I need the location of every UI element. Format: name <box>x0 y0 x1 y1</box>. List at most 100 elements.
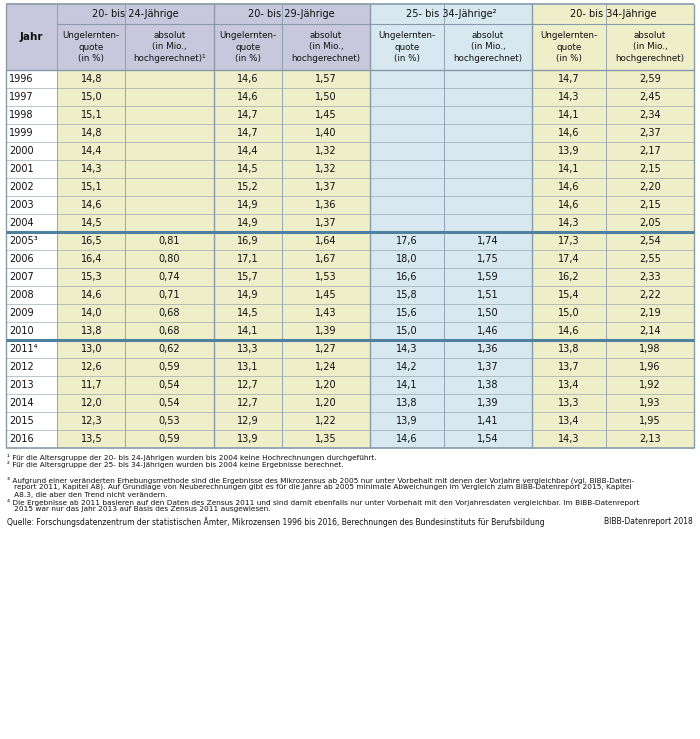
Text: 1,51: 1,51 <box>477 290 498 300</box>
Bar <box>282 340 370 358</box>
Text: 1,20: 1,20 <box>315 398 337 408</box>
Text: 2,59: 2,59 <box>639 74 661 84</box>
Bar <box>214 232 282 250</box>
Text: ² Für die Altersgruppe der 25- bis 34-Jährigen wurden bis 2004 keine Ergebnisse : ² Für die Altersgruppe der 25- bis 34-Jä… <box>7 461 344 469</box>
Text: 13,9: 13,9 <box>396 416 418 426</box>
Bar <box>282 250 370 268</box>
Bar <box>6 4 57 70</box>
Bar <box>532 106 606 124</box>
Bar <box>444 24 532 70</box>
Text: 15,0: 15,0 <box>396 326 418 336</box>
Bar <box>532 358 606 376</box>
Bar <box>444 412 532 430</box>
Bar <box>606 196 694 214</box>
Bar <box>6 196 57 214</box>
Bar <box>214 340 282 358</box>
Bar <box>444 142 532 160</box>
Bar <box>606 286 694 304</box>
Bar <box>370 24 444 70</box>
Text: 13,8: 13,8 <box>396 398 418 408</box>
Bar <box>370 412 444 430</box>
Bar <box>370 70 444 88</box>
Text: 2001: 2001 <box>9 164 34 174</box>
Bar <box>282 178 370 196</box>
Text: 2,14: 2,14 <box>639 326 661 336</box>
Bar <box>444 394 532 412</box>
Bar <box>125 178 214 196</box>
Bar <box>57 88 125 106</box>
Bar <box>125 250 214 268</box>
Text: 13,0: 13,0 <box>80 344 102 354</box>
Text: ³ Aufgrund einer veränderten Erhebungsmethode sind die Ergebnisse des Mikrozensu: ³ Aufgrund einer veränderten Erhebungsme… <box>7 477 634 484</box>
Bar <box>6 70 57 88</box>
Text: 14,6: 14,6 <box>558 200 580 210</box>
Bar <box>214 88 282 106</box>
Bar <box>606 88 694 106</box>
Bar <box>532 232 606 250</box>
Text: 14,6: 14,6 <box>558 182 580 192</box>
Text: 2012: 2012 <box>9 362 34 372</box>
Bar <box>214 376 282 394</box>
Text: 1,75: 1,75 <box>477 254 499 264</box>
Text: 0,54: 0,54 <box>159 398 181 408</box>
Text: 2011⁴: 2011⁴ <box>9 344 38 354</box>
Bar <box>606 232 694 250</box>
Bar <box>214 4 370 24</box>
Text: 1997: 1997 <box>9 92 34 102</box>
Bar <box>57 250 125 268</box>
Text: 14,5: 14,5 <box>237 164 258 174</box>
Text: 14,4: 14,4 <box>80 146 102 156</box>
Text: 14,1: 14,1 <box>396 380 418 390</box>
Bar <box>444 160 532 178</box>
Text: 14,6: 14,6 <box>80 290 102 300</box>
Bar <box>444 376 532 394</box>
Text: 14,6: 14,6 <box>237 74 258 84</box>
Text: 1999: 1999 <box>9 128 34 138</box>
Text: 20- bis 24-Jährige: 20- bis 24-Jährige <box>92 9 178 19</box>
Bar <box>57 286 125 304</box>
Bar <box>444 286 532 304</box>
Text: 2006: 2006 <box>9 254 34 264</box>
Bar <box>370 268 444 286</box>
Text: 1,37: 1,37 <box>477 362 498 372</box>
Text: 14,9: 14,9 <box>237 218 258 228</box>
Bar <box>125 376 214 394</box>
Text: 15,0: 15,0 <box>558 308 580 318</box>
Text: 0,71: 0,71 <box>159 290 181 300</box>
Bar <box>370 106 444 124</box>
Bar <box>125 430 214 448</box>
Text: 1,50: 1,50 <box>315 92 337 102</box>
Text: 2009: 2009 <box>9 308 34 318</box>
Text: Ungelernten-
quote
(in %): Ungelernten- quote (in %) <box>378 31 435 63</box>
Text: absolut
(in Mio.,
hochgerechnet): absolut (in Mio., hochgerechnet) <box>615 31 685 63</box>
Text: Quelle: Forschungsdatenzentrum der statistischen Ämter, Mikrozensen 1996 bis 201: Quelle: Forschungsdatenzentrum der stati… <box>7 517 545 527</box>
Bar <box>606 124 694 142</box>
Bar <box>214 178 282 196</box>
Bar <box>282 394 370 412</box>
Bar <box>370 376 444 394</box>
Bar <box>214 394 282 412</box>
Text: 1,46: 1,46 <box>477 326 498 336</box>
Text: 1,95: 1,95 <box>639 416 661 426</box>
Bar <box>57 4 214 24</box>
Text: 14,1: 14,1 <box>237 326 258 336</box>
Bar <box>370 340 444 358</box>
Text: 13,5: 13,5 <box>80 434 102 444</box>
Text: 20- bis 29-Jährige: 20- bis 29-Jährige <box>248 9 335 19</box>
Bar <box>125 232 214 250</box>
Text: 0,53: 0,53 <box>159 416 181 426</box>
Bar <box>532 142 606 160</box>
Bar <box>532 160 606 178</box>
Bar <box>125 196 214 214</box>
Bar <box>57 232 125 250</box>
Bar <box>125 268 214 286</box>
Bar <box>125 88 214 106</box>
Text: 1,93: 1,93 <box>639 398 661 408</box>
Text: 14,3: 14,3 <box>396 344 418 354</box>
Text: 0,59: 0,59 <box>159 362 181 372</box>
Bar <box>6 412 57 430</box>
Bar <box>606 394 694 412</box>
Bar <box>370 394 444 412</box>
Text: Ungelernten-
quote
(in %): Ungelernten- quote (in %) <box>219 31 276 63</box>
Text: 16,9: 16,9 <box>237 236 258 246</box>
